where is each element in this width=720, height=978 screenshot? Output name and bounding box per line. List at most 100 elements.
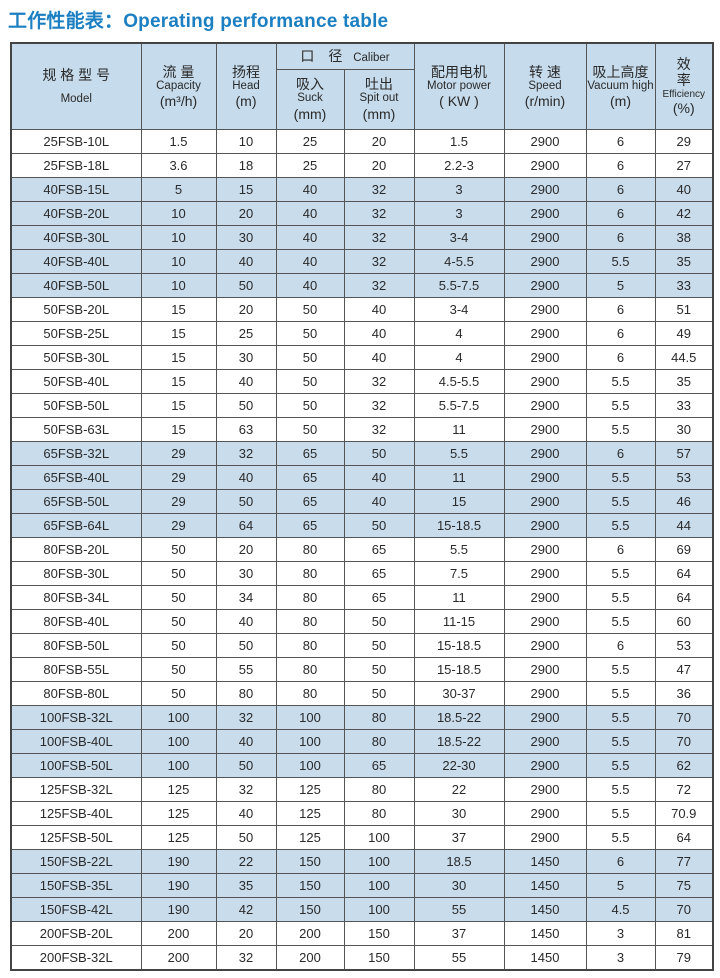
cell-efficiency: 75	[654, 872, 714, 898]
cell-vacuum-high: 5.5	[585, 464, 656, 490]
table-row: 50FSB-63L 15 63 50 32 11 2900 5.5 30	[10, 416, 714, 442]
table-row: 80FSB-30L 50 30 80 65 7.5 2900 5.5 64	[10, 560, 714, 586]
cell-efficiency: 38	[654, 224, 714, 250]
cell-suck: 50	[275, 416, 345, 442]
cell-head: 30	[215, 560, 277, 586]
table-row: 80FSB-80L 50 80 80 50 30-37 2900 5.5 36	[10, 680, 714, 706]
cell-capacity: 50	[140, 560, 217, 586]
cell-capacity: 15	[140, 368, 217, 394]
page-title: 工作性能表：Operating performance table	[8, 11, 389, 32]
cell-speed: 2900	[503, 368, 587, 394]
table-row: 50FSB-50L 15 50 50 32 5.5-7.5 2900 5.5 33	[10, 392, 714, 418]
cell-speed: 2900	[503, 536, 587, 562]
cell-motor-power: 5.5	[413, 440, 505, 466]
cell-suck: 125	[275, 800, 345, 826]
cell-vacuum-high: 5.5	[585, 728, 656, 754]
cell-efficiency: 42	[654, 200, 714, 226]
cell-capacity: 190	[140, 896, 217, 922]
cell-head: 22	[215, 848, 277, 874]
cell-spit-out: 150	[343, 920, 415, 946]
cell-suck: 65	[275, 488, 345, 514]
header-suck-cn: 吸入	[296, 76, 324, 93]
cell-model: 200FSB-20L	[10, 920, 142, 946]
cell-head: 50	[215, 824, 277, 850]
cell-spit-out: 20	[343, 128, 415, 154]
cell-efficiency: 40	[654, 176, 714, 202]
cell-model: 40FSB-20L	[10, 200, 142, 226]
cell-capacity: 29	[140, 488, 217, 514]
cell-vacuum-high: 5.5	[585, 800, 656, 826]
cell-head: 50	[215, 752, 277, 778]
cell-motor-power: 11	[413, 416, 505, 442]
header-head: 扬程 Head (m)	[215, 42, 277, 130]
cell-spit-out: 32	[343, 392, 415, 418]
cell-speed: 2900	[503, 272, 587, 298]
cell-model: 80FSB-20L	[10, 536, 142, 562]
cell-motor-power: 1.5	[413, 128, 505, 154]
cell-vacuum-high: 6	[585, 344, 656, 370]
cell-motor-power: 15-18.5	[413, 512, 505, 538]
cell-spit-out: 65	[343, 560, 415, 586]
cell-efficiency: 30	[654, 416, 714, 442]
cell-vacuum-high: 4.5	[585, 896, 656, 922]
header-vacuum-en: Vacuum high	[587, 79, 654, 92]
cell-suck: 80	[275, 632, 345, 658]
cell-spit-out: 32	[343, 368, 415, 394]
cell-capacity: 190	[140, 848, 217, 874]
header-model-cn: 规 格 型 号	[42, 66, 111, 83]
cell-vacuum-high: 6	[585, 176, 656, 202]
cell-vacuum-high: 6	[585, 296, 656, 322]
table-row: 65FSB-32L 29 32 65 50 5.5 2900 6 57	[10, 440, 714, 466]
header-speed-unit: (r/min)	[524, 92, 566, 109]
cell-capacity: 10	[140, 200, 217, 226]
cell-motor-power: 55	[413, 896, 505, 922]
cell-motor-power: 30	[413, 872, 505, 898]
cell-head: 20	[215, 920, 277, 946]
cell-vacuum-high: 5.5	[585, 776, 656, 802]
cell-speed: 2900	[503, 176, 587, 202]
cell-motor-power: 11	[413, 464, 505, 490]
cell-efficiency: 29	[654, 128, 714, 154]
cell-model: 100FSB-40L	[10, 728, 142, 754]
header-motor-en: Motor power	[427, 79, 491, 92]
table-row: 40FSB-50L 10 50 40 32 5.5-7.5 2900 5 33	[10, 272, 714, 298]
cell-model: 65FSB-32L	[10, 440, 142, 466]
cell-motor-power: 5.5-7.5	[413, 272, 505, 298]
cell-spit-out: 50	[343, 440, 415, 466]
cell-capacity: 10	[140, 272, 217, 298]
cell-efficiency: 77	[654, 848, 714, 874]
cell-model: 100FSB-32L	[10, 704, 142, 730]
cell-motor-power: 11-15	[413, 608, 505, 634]
cell-model: 125FSB-50L	[10, 824, 142, 850]
cell-vacuum-high: 3	[585, 944, 656, 970]
cell-suck: 200	[275, 920, 345, 946]
cell-capacity: 50	[140, 632, 217, 658]
table-row: 65FSB-50L 29 50 65 40 15 2900 5.5 46	[10, 488, 714, 514]
cell-speed: 2900	[503, 320, 587, 346]
cell-efficiency: 81	[654, 920, 714, 946]
table-row: 80FSB-40L 50 40 80 50 11-15 2900 5.5 60	[10, 608, 714, 634]
cell-speed: 2900	[503, 704, 587, 730]
cell-speed: 2900	[503, 584, 587, 610]
cell-motor-power: 3-4	[413, 296, 505, 322]
cell-efficiency: 62	[654, 752, 714, 778]
cell-model: 50FSB-20L	[10, 296, 142, 322]
cell-model: 25FSB-18L	[10, 152, 142, 178]
cell-model: 80FSB-80L	[10, 680, 142, 706]
cell-head: 15	[215, 176, 277, 202]
cell-suck: 40	[275, 224, 345, 250]
cell-model: 50FSB-40L	[10, 368, 142, 394]
cell-spit-out: 40	[343, 344, 415, 370]
cell-capacity: 10	[140, 248, 217, 274]
cell-capacity: 15	[140, 296, 217, 322]
cell-speed: 2900	[503, 200, 587, 226]
cell-speed: 2900	[503, 224, 587, 250]
header-motor-cn: 配用电机	[431, 63, 487, 80]
cell-speed: 2900	[503, 752, 587, 778]
cell-head: 40	[215, 464, 277, 490]
header-head-cn: 扬程	[232, 63, 260, 80]
cell-speed: 2900	[503, 800, 587, 826]
cell-speed: 2900	[503, 608, 587, 634]
cell-model: 40FSB-40L	[10, 248, 142, 274]
header-efficiency: 效率 Efficiency (%)	[654, 42, 714, 130]
